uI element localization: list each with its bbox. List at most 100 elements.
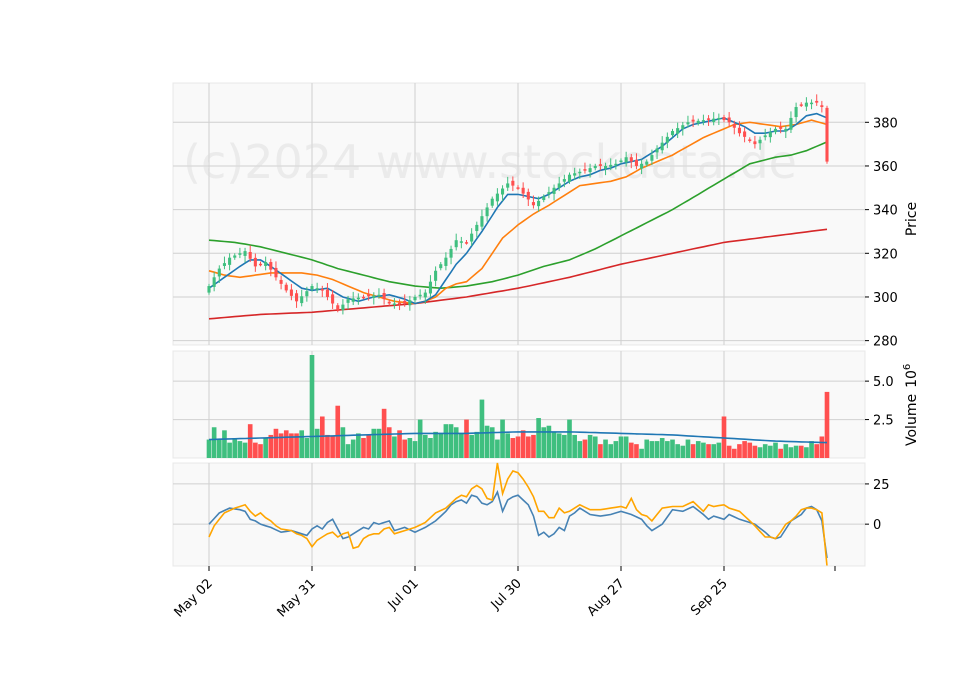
candle-body <box>305 291 309 297</box>
volume-bar <box>314 428 320 458</box>
volume-bar <box>824 391 830 458</box>
volume-moving-average <box>208 431 828 444</box>
candle-body <box>665 136 669 143</box>
candle-body <box>650 155 654 161</box>
volume-bar <box>371 428 377 458</box>
volume-bar <box>407 438 413 458</box>
volume-bar <box>541 427 547 458</box>
candle-body <box>645 161 649 165</box>
candle-body <box>660 142 664 151</box>
volume-axis-exponent: 6 <box>902 364 913 370</box>
candle-body <box>356 297 360 300</box>
volume-bar <box>654 441 660 458</box>
volume-bar <box>345 444 351 458</box>
oscillator-panel: 0 25 <box>172 462 890 567</box>
candle-body <box>815 100 819 103</box>
candle-body <box>501 188 505 195</box>
candle-body <box>258 263 263 266</box>
volume-bar <box>701 442 706 458</box>
candle-body <box>619 160 623 163</box>
volume-bar <box>634 444 639 458</box>
volume-bar <box>711 444 717 458</box>
volume-bar <box>644 439 650 458</box>
candle-body <box>470 233 474 242</box>
volume-bar <box>670 439 675 458</box>
volume-bar <box>762 444 768 458</box>
volume-panel: 2.5 5.0 Volume106 <box>172 350 920 459</box>
volume-bar <box>422 434 428 458</box>
volume-bar <box>788 447 794 458</box>
volume-bar <box>551 431 557 458</box>
candle-body <box>207 286 211 293</box>
candle-body <box>542 196 546 201</box>
volume-bar <box>737 444 742 458</box>
volume-bar <box>783 444 789 458</box>
candle-body <box>624 157 628 163</box>
candle-body <box>562 179 566 182</box>
volume-bar <box>675 444 680 458</box>
volume-bar <box>366 434 371 458</box>
candle-body <box>439 264 443 269</box>
candle-body <box>768 132 772 138</box>
candle-body <box>475 224 479 232</box>
price-panel: (c)2024 www.stockdata.de 280 300 320 340 360… <box>172 82 920 350</box>
candle-body <box>269 262 273 270</box>
volume-tick-label: 5.0 <box>873 375 894 390</box>
candle-body <box>444 257 448 266</box>
candlesticks <box>207 94 829 315</box>
candle-body <box>732 124 736 128</box>
oscillator-panel-background <box>172 462 866 567</box>
candle-body <box>521 187 525 194</box>
volume-bar <box>356 433 361 458</box>
candle-body <box>604 165 608 169</box>
candle-body <box>588 168 592 173</box>
volume-ma-line <box>208 431 828 444</box>
line-ma-long <box>208 228 828 320</box>
candle-body <box>212 277 216 287</box>
candle-body <box>609 164 613 167</box>
volume-bar <box>438 433 444 458</box>
volume-bar <box>510 438 516 458</box>
volume-bar <box>443 424 449 458</box>
candle-body <box>238 253 242 255</box>
volume-bar <box>546 425 552 458</box>
candle-body <box>629 157 633 162</box>
candle-body <box>490 198 494 206</box>
candle-body <box>707 118 711 120</box>
candle-body <box>279 279 283 284</box>
candle-body <box>634 159 638 166</box>
volume-bar <box>237 441 243 458</box>
candle-body <box>552 187 556 194</box>
volume-bar <box>773 442 778 458</box>
candle-body <box>367 294 371 297</box>
volume-bar <box>716 442 722 458</box>
volume-bar <box>639 448 644 458</box>
candle-body <box>464 242 469 244</box>
volume-bar <box>768 445 773 458</box>
volume-bar <box>417 419 423 458</box>
volume-bar <box>819 436 825 458</box>
candle-body <box>459 241 463 243</box>
volume-bar <box>268 434 274 458</box>
candle-body <box>331 294 335 304</box>
volume-bar <box>392 436 397 458</box>
volume-bar <box>304 438 310 458</box>
candle-body <box>233 255 237 258</box>
candle-body <box>274 267 278 278</box>
candle-body <box>670 131 675 136</box>
volume-bar <box>695 441 701 458</box>
volume-bar <box>726 445 732 458</box>
volume-bar <box>253 442 258 458</box>
candle-body <box>253 257 257 267</box>
volume-bar <box>587 434 593 458</box>
candle-body <box>712 118 716 123</box>
volume-bar <box>603 439 608 458</box>
volume-bar <box>222 430 227 458</box>
candle-body <box>320 289 324 291</box>
candle-body <box>763 135 767 138</box>
candle-body <box>284 284 288 291</box>
candle-body <box>547 192 551 194</box>
volume-bar <box>386 427 392 458</box>
price-panel-background <box>172 82 866 346</box>
candle-body <box>315 288 319 290</box>
